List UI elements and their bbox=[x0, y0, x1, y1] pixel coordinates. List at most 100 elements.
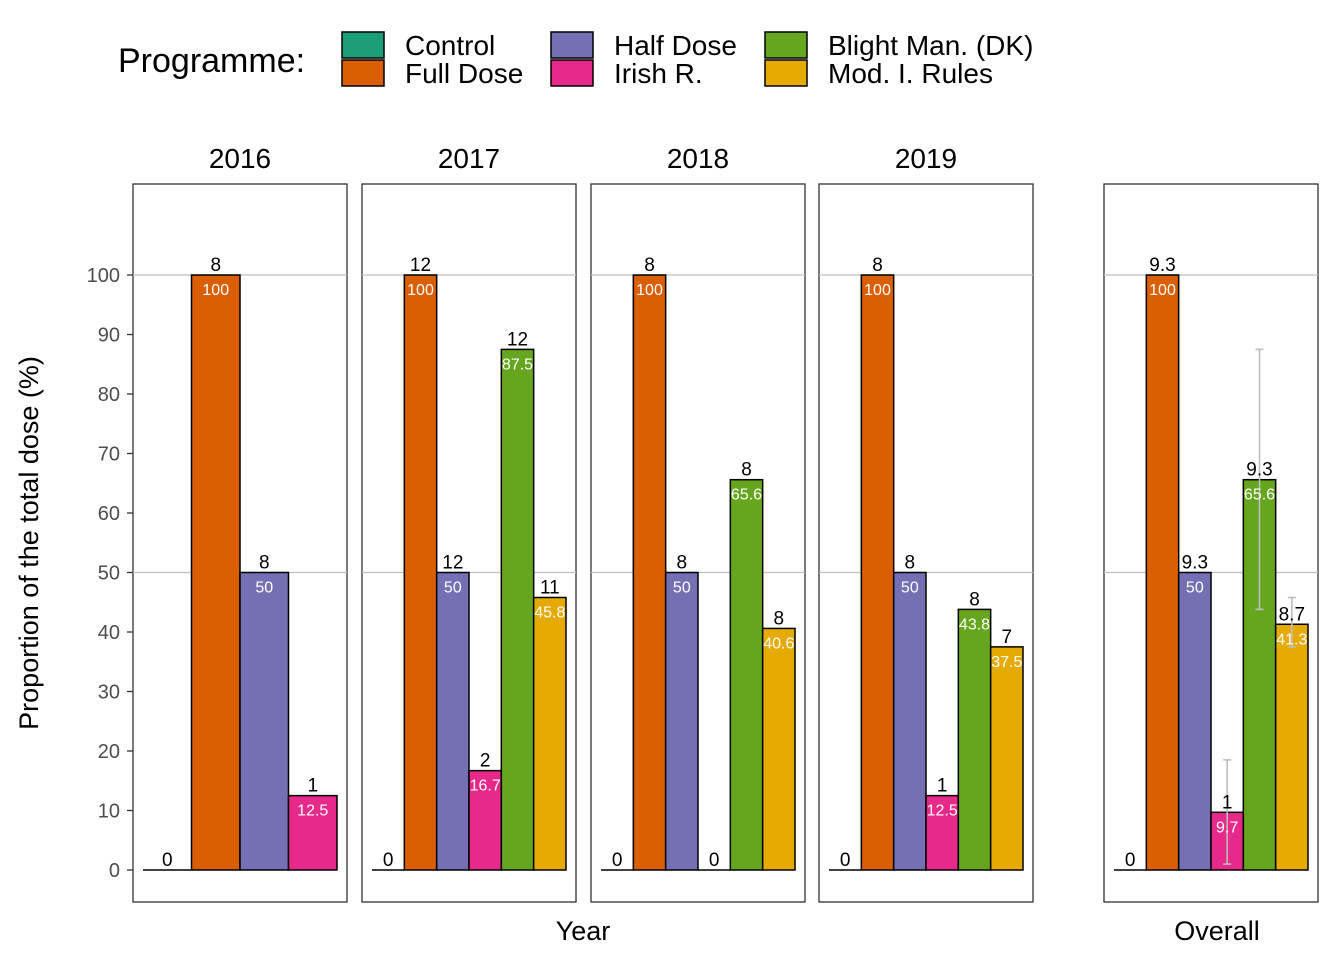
bar-rect bbox=[729, 478, 764, 871]
bar-half-dose: 9.350 bbox=[1177, 553, 1212, 871]
bar-blight-man-dk: 865.6 bbox=[729, 460, 764, 871]
bar-irish-r: 112.5 bbox=[287, 776, 338, 871]
legend-key-blight-man-dk bbox=[764, 31, 808, 59]
bar-irish-r: 216.7 bbox=[468, 751, 503, 871]
y-tick-label: 80 bbox=[98, 384, 120, 406]
count-label: 8 bbox=[774, 608, 785, 629]
bar-rect bbox=[664, 571, 699, 871]
value-label: 37.5 bbox=[991, 654, 1022, 671]
bar-rect bbox=[287, 794, 338, 871]
bar-irish-r: 0 bbox=[698, 850, 731, 871]
bar-mod-i-rules: 840.6 bbox=[761, 608, 796, 871]
x-axis-title-year: Year bbox=[556, 916, 611, 946]
value-label: 50 bbox=[1186, 580, 1204, 597]
bar-half-dose: 850 bbox=[892, 553, 927, 871]
legend-label-control: Control bbox=[405, 30, 495, 61]
value-label: 100 bbox=[1149, 282, 1176, 299]
value-label: 12.5 bbox=[297, 803, 328, 820]
bar-rect bbox=[468, 769, 503, 871]
value-label: 12.5 bbox=[927, 803, 958, 820]
value-label: 100 bbox=[864, 282, 891, 299]
panel-title: 2019 bbox=[895, 143, 957, 174]
bar-mod-i-rules: 737.5 bbox=[989, 627, 1024, 871]
y-tick-label: 70 bbox=[98, 444, 120, 466]
legend-key-full-dose bbox=[341, 59, 385, 87]
value-label: 100 bbox=[202, 282, 229, 299]
bar-half-dose: 850 bbox=[664, 553, 699, 871]
count-label: 0 bbox=[1125, 850, 1136, 871]
panel-title: 2017 bbox=[438, 143, 500, 174]
bar-rect bbox=[892, 571, 927, 871]
count-label: 8.7 bbox=[1279, 604, 1305, 625]
count-label: 8 bbox=[872, 255, 883, 276]
legend-key-mod-i-rules bbox=[764, 59, 808, 87]
legend-key-irish-r bbox=[550, 59, 594, 87]
y-tick-label: 10 bbox=[98, 801, 120, 823]
bar-irish-r: 19.7 bbox=[1210, 759, 1245, 871]
count-label: 2 bbox=[480, 751, 491, 772]
panel-title: 2018 bbox=[667, 143, 729, 174]
count-label: 8 bbox=[905, 553, 916, 574]
bar-blight-man-dk: 9.3 65.6 bbox=[1242, 348, 1277, 871]
y-tick-label: 40 bbox=[98, 622, 120, 644]
value-label: 9.7 bbox=[1216, 819, 1238, 836]
bar-rect bbox=[1177, 571, 1212, 871]
legend-label-irish-r: Irish R. bbox=[614, 58, 703, 89]
bar-rect bbox=[403, 274, 438, 871]
value-label: 45.8 bbox=[534, 604, 565, 621]
bar-blight-man-dk: 12 87.5 bbox=[500, 329, 535, 871]
value-label: 100 bbox=[636, 282, 663, 299]
value-label: 50 bbox=[901, 580, 919, 597]
value-label: 87.5 bbox=[502, 356, 533, 373]
value-label: 50 bbox=[673, 580, 691, 597]
count-label: 12 bbox=[410, 255, 431, 276]
y-tick-label: 20 bbox=[98, 741, 120, 763]
y-axis: 0 10 20 30 40 50 60 70 80 90 100 bbox=[87, 265, 133, 882]
bar-rect bbox=[435, 571, 470, 871]
count-label: 8 bbox=[969, 589, 980, 610]
y-tick-label: 60 bbox=[98, 503, 120, 525]
panel-title: 2016 bbox=[209, 143, 271, 174]
facet-panels: 201608100850112.520170121001250216.71287… bbox=[132, 143, 1319, 903]
bar-rect bbox=[532, 596, 567, 871]
bar-rect bbox=[925, 794, 960, 871]
legend-label-full-dose: Full Dose bbox=[405, 58, 523, 89]
count-label: 0 bbox=[162, 850, 173, 871]
bar-irish-r: 112.5 bbox=[925, 776, 960, 871]
value-label: 41.3 bbox=[1276, 631, 1307, 648]
bar-rect bbox=[1274, 623, 1309, 871]
bar-rect bbox=[190, 274, 241, 871]
value-label: 65.6 bbox=[1244, 487, 1275, 504]
count-label: 8 bbox=[210, 255, 221, 276]
count-label: 11 bbox=[540, 577, 560, 598]
count-label: 0 bbox=[612, 850, 623, 871]
bar-mod-i-rules: 11 45.8 bbox=[532, 577, 567, 871]
y-tick-label: 50 bbox=[98, 563, 120, 585]
count-label: 1 bbox=[1222, 792, 1233, 813]
y-tick-label: 0 bbox=[109, 860, 120, 882]
value-label: 40.6 bbox=[763, 635, 794, 652]
value-label: 50 bbox=[255, 580, 273, 597]
count-label: 12 bbox=[442, 553, 463, 574]
bar-rect bbox=[860, 274, 895, 871]
value-label: 50 bbox=[444, 580, 462, 597]
count-label: 9.3 bbox=[1246, 460, 1272, 481]
bar-rect bbox=[239, 571, 290, 871]
legend-label-blight-man-dk: Blight Man. (DK) bbox=[828, 30, 1033, 61]
count-label: 0 bbox=[383, 850, 394, 871]
count-label: 0 bbox=[840, 850, 851, 871]
y-axis-title: Proportion of the total dose (%) bbox=[14, 356, 44, 730]
y-tick-label: 100 bbox=[87, 265, 120, 287]
value-label: 65.6 bbox=[731, 487, 762, 504]
